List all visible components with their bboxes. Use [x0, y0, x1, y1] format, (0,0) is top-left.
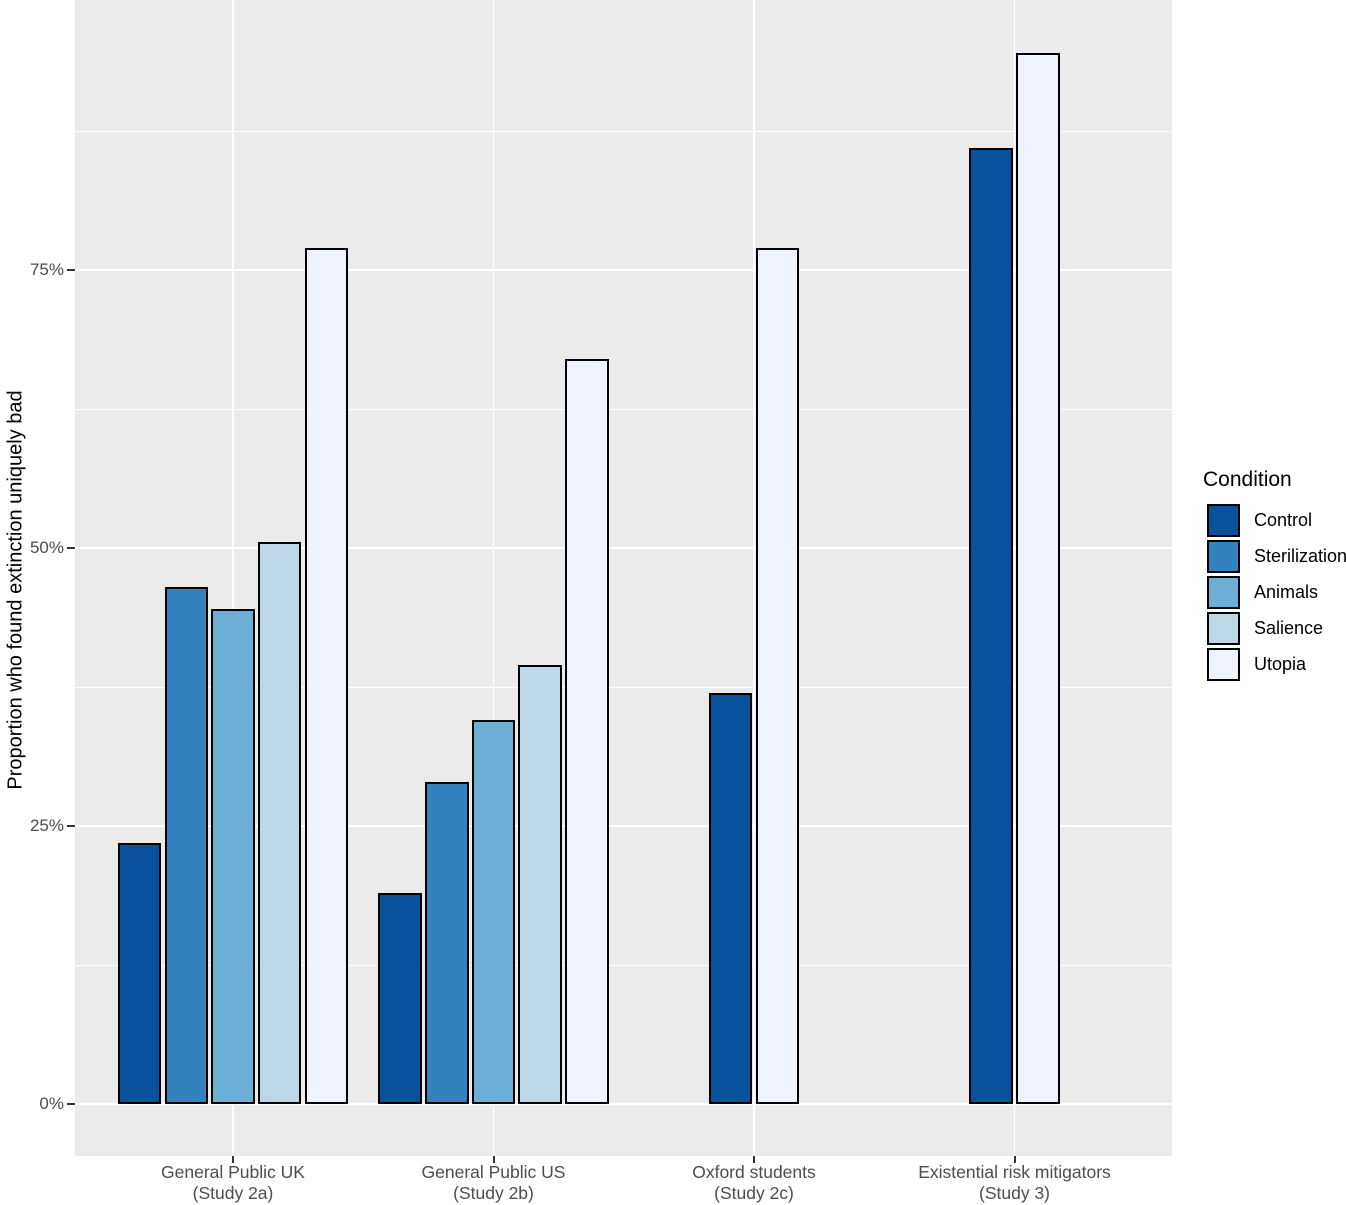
gridline-major [75, 825, 1172, 827]
gridline-minor [75, 130, 1172, 132]
legend-item: Animals [1207, 576, 1346, 609]
legend-swatch-animals [1207, 576, 1240, 609]
legend-swatch-utopia [1207, 648, 1240, 681]
bar-utopia [755, 247, 800, 1104]
bar-salience [257, 542, 302, 1104]
legend-item: Utopia [1207, 648, 1346, 681]
y-tick-label: 75% [29, 260, 64, 279]
bar-salience [518, 664, 562, 1104]
gridline-major [75, 1103, 1172, 1105]
gridline-vertical-major [753, 0, 755, 1156]
legend-label: Sterilization [1254, 546, 1346, 566]
x-tick-mark [1013, 1156, 1016, 1163]
y-tick-mark [67, 547, 75, 549]
bar-control [969, 147, 1013, 1104]
y-tick-mark [67, 825, 75, 827]
legend-label: Control [1254, 510, 1313, 530]
legend-title: Condition [1203, 468, 1292, 491]
bar-sterilization [425, 781, 469, 1104]
legend-label: Salience [1254, 618, 1324, 638]
y-tick-label: 50% [29, 538, 64, 557]
legend-swatch-salience [1207, 612, 1240, 645]
legend-items: Control Sterilization Animals Salience Utopi… [1200, 504, 1346, 681]
gridline-minor [75, 408, 1172, 410]
bar-control [378, 892, 422, 1104]
gridline-vertical-major [232, 0, 234, 1156]
y-axis-title: Proportion who found extinction uniquely… [4, 390, 27, 790]
x-category-label: Oxford students (Study 2c) [692, 1162, 816, 1203]
bar-control [708, 692, 753, 1104]
gridline-vertical-major [492, 0, 495, 1156]
bar-animals [471, 720, 516, 1104]
legend-item: Salience [1207, 612, 1346, 645]
legend-label: Animals [1254, 582, 1319, 602]
bar-control [117, 842, 162, 1104]
gridline-vertical-major [1013, 0, 1016, 1156]
gridline-major [75, 547, 1172, 549]
legend-swatch-control [1207, 504, 1240, 537]
y-tick-mark [67, 269, 75, 271]
x-tick-mark [753, 1156, 755, 1163]
bar-utopia [1016, 53, 1060, 1104]
x-category-label: General Public UK (Study 2a) [161, 1162, 305, 1203]
legend: Condition Control Sterilization Animals Sal… [1200, 468, 1346, 684]
bar-sterilization [164, 586, 209, 1104]
bar-utopia [565, 358, 609, 1104]
x-category-label: General Public US (Study 2b) [421, 1162, 566, 1203]
bar-animals [211, 609, 255, 1104]
y-tick-label: 25% [29, 816, 64, 835]
gridline-minor [75, 964, 1172, 966]
legend-label: Utopia [1254, 654, 1307, 674]
legend-swatch-sterilization [1207, 540, 1240, 573]
x-tick-mark [492, 1156, 495, 1163]
y-tick-mark [67, 1103, 75, 1105]
legend-item: Sterilization [1207, 540, 1346, 573]
bar-utopia [304, 247, 349, 1104]
plot-panel [75, 0, 1172, 1156]
legend-item: Control [1207, 504, 1346, 537]
x-category-label: Existential risk mitigators (Study 3) [918, 1162, 1111, 1203]
y-tick-label: 0% [39, 1094, 64, 1113]
gridline-minor [75, 686, 1172, 688]
x-tick-mark [232, 1156, 234, 1163]
gridline-major [75, 269, 1172, 271]
